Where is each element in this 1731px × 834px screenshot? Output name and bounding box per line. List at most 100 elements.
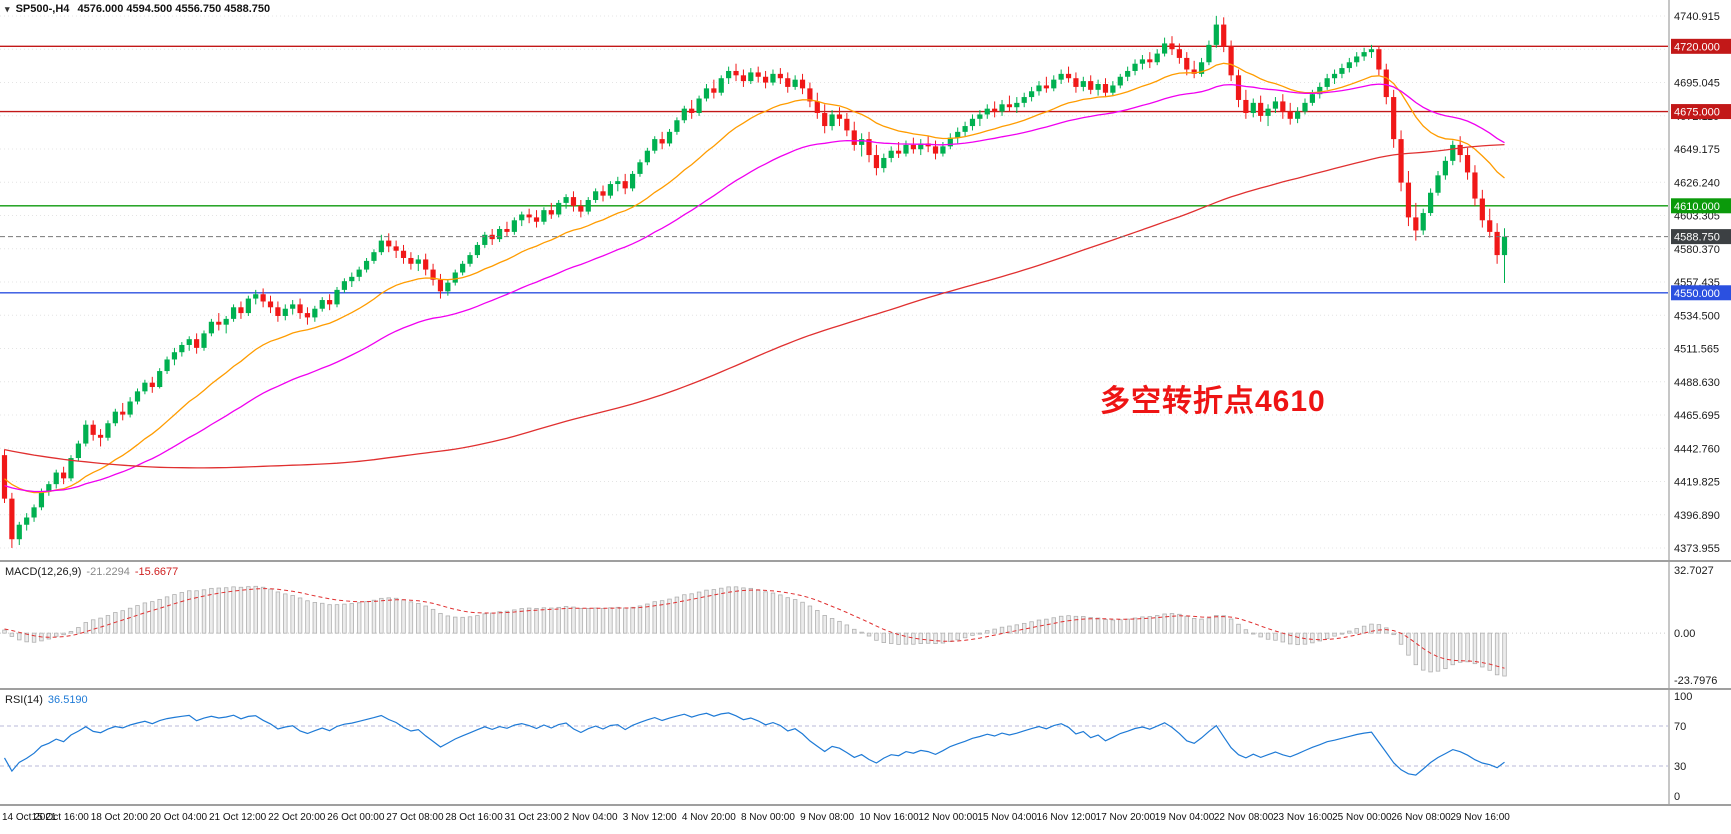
time-axis-label: 14 Oct 2021	[2, 812, 57, 823]
candle-body	[873, 155, 880, 169]
candle-body	[208, 321, 214, 334]
time-axis-label: 21 Oct 12:00	[208, 812, 267, 823]
macd-histogram-bar	[253, 585, 258, 634]
macd-histogram-bar	[342, 603, 347, 634]
candle-body	[1102, 84, 1109, 93]
macd-histogram-bar	[223, 587, 229, 634]
candle-body	[1280, 101, 1286, 112]
macd-histogram-bar	[327, 604, 332, 634]
candle-body	[1198, 62, 1205, 74]
pane-resizer[interactable]	[0, 804, 1731, 806]
symbol-dropdown-icon[interactable]: ▾	[5, 4, 10, 14]
price-tick-label: 4740.915	[1674, 11, 1720, 23]
macd-histogram-bar	[977, 632, 983, 635]
macd-histogram-bar	[667, 598, 672, 634]
time-axis-label: 29 Nov 16:00	[1450, 812, 1510, 823]
macd-histogram-bar	[1162, 613, 1167, 634]
macd-histogram-bar	[652, 601, 657, 634]
macd-histogram-bar	[526, 607, 532, 634]
candle-body	[445, 282, 451, 292]
macd-histogram-bar	[571, 606, 576, 634]
price-tick-label: 4534.500	[1674, 310, 1720, 322]
macd-histogram-bar	[98, 617, 103, 634]
macd-histogram-bar	[320, 602, 325, 634]
macd-histogram-bar	[24, 632, 29, 643]
macd-histogram-bar	[578, 607, 584, 634]
rsi-chart-canvas[interactable]: 100 70 30 0	[0, 690, 1731, 804]
candle-body	[1302, 102, 1308, 112]
time-axis-label: 26 Oct 00:00	[327, 812, 385, 823]
macd-histogram-bar	[445, 615, 451, 634]
macd-histogram-bar	[711, 589, 717, 634]
macd-histogram-bar	[386, 597, 391, 634]
candle-body	[1006, 104, 1013, 108]
rsi-indicator-pane[interactable]: 100 70 30 0 RSI(14) 36.5190	[0, 690, 1731, 804]
macd-histogram-bar	[401, 599, 406, 634]
candle-body	[1383, 69, 1389, 98]
main-chart-canvas[interactable]: 4740.9154717.9804695.0454672.1104649.175…	[0, 0, 1731, 560]
macd-histogram-bar	[1413, 632, 1419, 666]
candle-body	[1295, 111, 1301, 119]
macd-histogram-bar	[68, 631, 74, 634]
candle-body	[378, 240, 384, 253]
time-axis-label: 23 Nov 16:00	[1272, 812, 1333, 823]
macd-histogram-bar	[1036, 619, 1042, 634]
candle-body	[105, 423, 111, 438]
candle-body	[1095, 84, 1101, 90]
candle-body	[1110, 85, 1116, 93]
candle-body	[9, 498, 15, 540]
macd-histogram-bar	[76, 627, 81, 634]
macd-histogram-bar	[999, 626, 1005, 634]
macd-histogram-bar	[1132, 617, 1138, 634]
time-axis[interactable]: 14 Oct 2021 15 Oct 16:00 18 Oct 20:00 20 Oc…	[0, 806, 1731, 834]
macd-histogram-bar	[1376, 624, 1382, 634]
rsi-label: RSI(14) 36.5190	[5, 694, 88, 706]
pane-resizer[interactable]	[0, 560, 1731, 562]
macd-histogram-bar	[1022, 622, 1027, 634]
macd-histogram-bar	[312, 602, 318, 634]
candle-body	[474, 244, 481, 256]
macd-histogram-bar	[179, 592, 185, 634]
candle-body	[674, 120, 680, 132]
candle-body	[238, 307, 244, 314]
macd-histogram-bar	[275, 591, 281, 634]
candle-body	[726, 70, 732, 79]
macd-histogram-bar	[940, 632, 946, 644]
candle-body	[334, 289, 340, 305]
symbol-timeframe-label: SP500-,H4	[15, 3, 70, 15]
pane-resizer[interactable]	[0, 688, 1731, 690]
price-badge-label: 4550.000	[1674, 288, 1720, 300]
candle-body	[245, 298, 251, 314]
macd-histogram-bar	[408, 601, 414, 634]
candle-body	[327, 300, 333, 305]
time-axis-label: 9 Nov 08:00	[800, 812, 855, 823]
candle-body	[400, 250, 407, 258]
macd-histogram-bar	[645, 603, 650, 634]
macd-histogram-bar	[467, 616, 473, 634]
macd-indicator-pane[interactable]: 32.7027 0.00 -23.7976 MACD(12,26,9) -21.229…	[0, 562, 1731, 688]
candle-body	[1073, 78, 1079, 87]
macd-main-value: -21.2294	[86, 566, 130, 578]
candle-body	[533, 217, 540, 222]
candle-body	[1117, 76, 1123, 86]
macd-histogram-bar	[881, 632, 887, 643]
macd-histogram-bar	[90, 619, 96, 634]
macd-chart-canvas[interactable]: 32.7027 0.00 -23.7976	[0, 562, 1731, 688]
macd-histogram-bar	[541, 607, 547, 634]
ohlc-values-label: 4576.000 4594.500 4556.750 4588.750	[77, 3, 271, 15]
price-tick-label: 4442.760	[1674, 443, 1720, 455]
candle-body	[460, 263, 466, 273]
macd-histogram-bar	[1406, 632, 1411, 656]
candle-body	[977, 114, 983, 119]
macd-histogram-bar	[305, 600, 310, 634]
candle-body	[408, 257, 414, 264]
main-price-pane[interactable]: 4740.9154717.9804695.0454672.1104649.175…	[0, 0, 1731, 560]
candle-body	[999, 104, 1005, 112]
macd-histogram-bar	[800, 601, 805, 634]
macd-histogram-bar	[1125, 618, 1130, 634]
candle-body	[947, 137, 953, 147]
macd-histogram-bar	[1265, 632, 1271, 640]
candle-body	[83, 424, 89, 444]
candle-body	[1161, 43, 1168, 54]
macd-histogram-bar	[1339, 632, 1345, 635]
